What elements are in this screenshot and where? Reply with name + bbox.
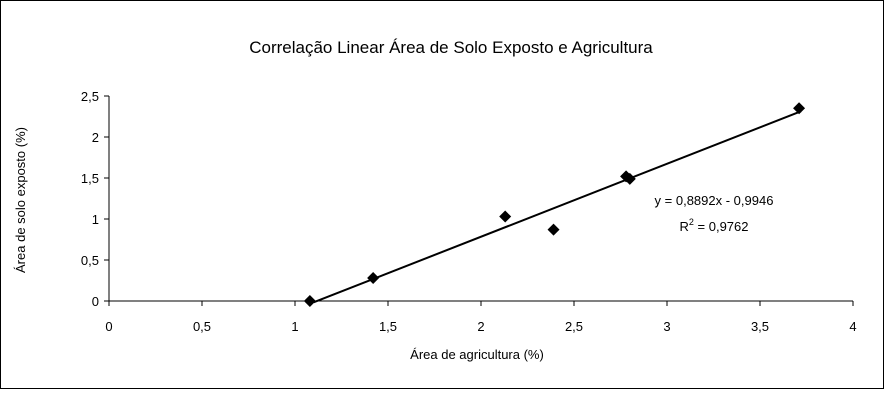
y-tick-label: 0 bbox=[92, 294, 99, 309]
x-tick-label: 1 bbox=[291, 319, 298, 334]
data-point bbox=[623, 172, 636, 185]
x-axis-label: Área de agricultura (%) bbox=[410, 347, 544, 362]
chart-title: Correlação Linear Área de Solo Exposto e… bbox=[249, 38, 653, 57]
x-tick-label: 2 bbox=[477, 319, 484, 334]
data-point bbox=[499, 210, 512, 223]
data-point bbox=[367, 272, 380, 285]
trendline-line bbox=[313, 110, 802, 304]
r-squared-label: R2 = 0,9762 bbox=[680, 217, 749, 234]
data-point bbox=[303, 295, 316, 307]
x-tick-label: 2,5 bbox=[565, 319, 583, 334]
y-tick-label: 2 bbox=[92, 130, 99, 145]
x-tick-label: 3,5 bbox=[751, 319, 769, 334]
trendline bbox=[313, 110, 802, 304]
data-points bbox=[303, 102, 806, 307]
r-squared-superscript: 2 bbox=[689, 217, 694, 227]
y-tick-label: 1,5 bbox=[81, 171, 99, 186]
x-tick-label: 3 bbox=[663, 319, 670, 334]
x-tick-label: 0 bbox=[105, 319, 112, 334]
data-point bbox=[547, 223, 560, 236]
trendline-equation: y = 0,8892x - 0,9946 bbox=[655, 193, 774, 208]
y-axis-label: Área de solo exposto (%) bbox=[13, 127, 28, 273]
x-tick-label: 0,5 bbox=[193, 319, 211, 334]
y-tick-label: 0,5 bbox=[81, 253, 99, 268]
r-squared-value: = 0,9762 bbox=[694, 219, 749, 234]
r-squared-prefix: R bbox=[680, 219, 689, 234]
y-tick-label: 1 bbox=[92, 212, 99, 227]
x-tick-label: 4 bbox=[849, 319, 856, 334]
x-tick-label: 1,5 bbox=[379, 319, 397, 334]
y-tick-label: 2,5 bbox=[81, 89, 99, 104]
axes: 0 0,5 1 1,5 2 2,5 3 3,5 4 0 0,5 1 1,5 2 2,5 bbox=[81, 89, 857, 334]
data-point bbox=[793, 102, 806, 115]
